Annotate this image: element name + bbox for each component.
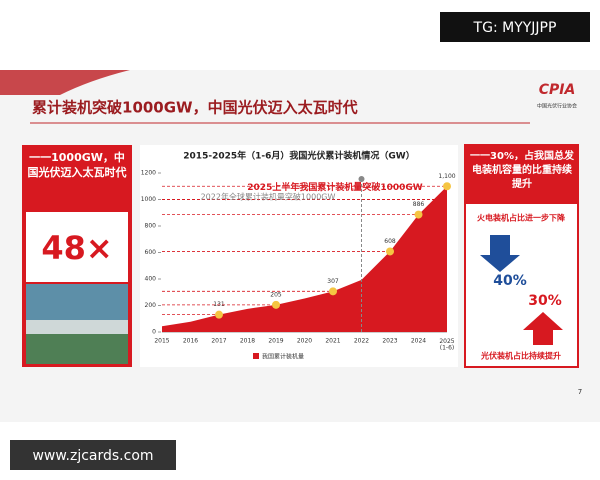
big-number: 48×: [41, 229, 112, 267]
dam-photo-land: [26, 334, 128, 364]
right-heading: 一一30%，占我国总发电装机容量的比重持续提升: [470, 151, 574, 190]
right-heading-box: 一一30%，占我国总发电装机容量的比重持续提升: [470, 151, 574, 190]
watermark-top-bg: [440, 12, 590, 42]
x-tick-label: 2021: [325, 338, 340, 345]
x-tick-label: 2018: [240, 338, 255, 345]
big-box: [26, 212, 128, 282]
point: [414, 210, 423, 219]
down-note: 火电装机占比进一步下降: [477, 213, 566, 223]
y-tick-label: 1200: [141, 170, 156, 177]
value-label: 886: [413, 201, 425, 208]
watermark-top: TG: MYYJJPP: [473, 20, 557, 36]
value-label: 205: [270, 291, 282, 298]
up-note: 光伏装机占比持续提升: [480, 351, 561, 361]
annotation: 2022年全球累计装机量突破1000GW: [201, 192, 336, 202]
x-tick-label: 2023: [382, 338, 397, 345]
area: [162, 186, 447, 332]
slide-decor: [0, 70, 130, 95]
legend-label: 我国累计装机量: [262, 353, 304, 361]
logo: CPIA: [539, 82, 576, 98]
x-tick-label: 2020: [297, 338, 312, 345]
annotation: 2025上半年我国累计装机量突破1000GW: [247, 181, 422, 193]
y-tick-label: 800: [145, 223, 157, 230]
legend-swatch: [253, 353, 259, 359]
value-label: 1,100: [438, 173, 455, 180]
annotation-dot: [358, 176, 365, 182]
point: [386, 247, 394, 256]
chart-title: 2015-2025年（1-6月）我国光伏累计装机情况（GW）: [183, 150, 414, 162]
logo-sub: 中国光伏行业协会: [537, 103, 577, 110]
x-tick-label: 2025 (1-6): [439, 338, 454, 352]
x-tick-label: 2017: [211, 338, 226, 345]
y-tick-label: 600: [145, 249, 157, 256]
value-label: 307: [327, 278, 339, 285]
point: [329, 287, 337, 296]
chart: 0 200 400 600 800 1000 1200 2015 2016 2017 2018 201…: [141, 170, 456, 361]
value-label: 608: [384, 238, 396, 245]
x-tick-label: 2016: [183, 338, 198, 345]
point: [215, 310, 223, 319]
y-tick-label: 0: [152, 329, 156, 336]
slide-title: 累计装机突破1000GW，中国光伏迈入太瓦时代: [32, 99, 358, 117]
y-tick-label: 1000: [141, 196, 156, 203]
down-arrow: [480, 235, 520, 272]
dam-photo-wall: [26, 320, 128, 334]
page-number: 7: [578, 388, 582, 396]
up-value: 30%: [528, 293, 562, 309]
watermark-bottom-bg: [10, 440, 176, 470]
watermark-bottom: www.zjcards.com: [32, 448, 153, 464]
x-tick-label: 2022: [354, 338, 369, 345]
y-tick-label: 200: [145, 302, 157, 309]
up-arrow: [523, 312, 563, 345]
x-tick-label: 2015: [154, 338, 169, 345]
left-heading-box: 一一1000GW，中国光伏迈入太瓦时代: [27, 151, 127, 179]
x-tick-label: 2019: [268, 338, 283, 345]
point: [443, 182, 451, 191]
point: [272, 300, 280, 309]
left-heading: 一一1000GW，中国光伏迈入太瓦时代: [27, 151, 127, 179]
y-tick-label: 400: [145, 276, 157, 283]
down-value: 40%: [493, 273, 527, 289]
right-heading-bg: [466, 146, 577, 204]
x-tick-label: 2024: [411, 338, 426, 345]
